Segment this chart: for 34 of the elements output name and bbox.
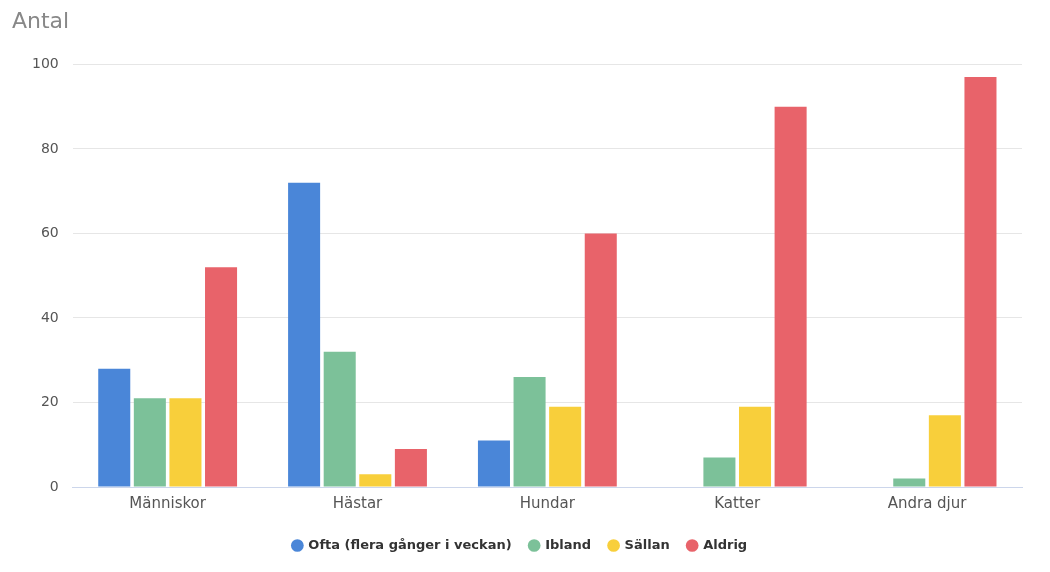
bar — [205, 267, 238, 487]
bar — [893, 478, 926, 487]
legend-label: Ibland — [545, 536, 592, 552]
bar — [477, 440, 510, 487]
y-tick-label: 40 — [40, 308, 59, 325]
bar — [928, 415, 961, 487]
y-tick-label: 100 — [31, 55, 59, 72]
legend-label: Ofta (flera gånger i veckan) — [308, 536, 512, 552]
bar — [359, 474, 392, 487]
x-tick-label: Katter — [714, 493, 761, 512]
bar — [169, 398, 202, 487]
bar — [288, 182, 321, 487]
bar — [774, 106, 807, 487]
y-axis-title: Antal — [11, 8, 71, 35]
x-tick-label: Andra djur — [887, 493, 968, 512]
legend-label: Aldrig — [703, 536, 748, 552]
x-tick-label: Hundar — [519, 493, 576, 512]
y-tick-label: 80 — [40, 139, 59, 156]
bar — [133, 398, 166, 487]
y-tick-label: 20 — [40, 393, 59, 410]
bar — [394, 448, 427, 487]
y-tick-label: 60 — [40, 224, 59, 241]
bar — [703, 457, 736, 487]
legend-label: Sällan — [624, 536, 670, 552]
bar — [549, 406, 582, 487]
x-tick-label: Hästar — [332, 493, 384, 512]
bar — [98, 368, 131, 487]
y-tick-label: 0 — [49, 477, 59, 494]
bar — [964, 77, 997, 487]
bar — [323, 351, 356, 487]
bar — [513, 377, 546, 487]
x-tick-label: Människor — [129, 493, 207, 512]
bar — [584, 233, 617, 487]
bar — [739, 406, 772, 487]
